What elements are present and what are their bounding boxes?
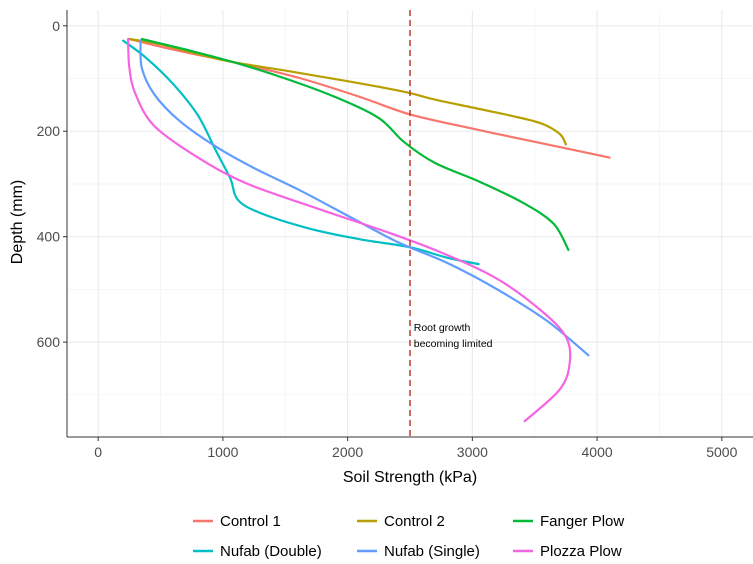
legend-label-4: Nufab (Single) bbox=[384, 543, 480, 560]
x-tick-label: 3000 bbox=[457, 444, 488, 460]
legend-label-3: Nufab (Double) bbox=[220, 543, 322, 560]
legend-label-1: Control 2 bbox=[384, 513, 445, 530]
annotation-text: Root growth becoming limited bbox=[414, 322, 493, 350]
series-line-2 bbox=[140, 37, 570, 251]
x-tick-label: 5000 bbox=[706, 444, 737, 460]
x-tick-label: 4000 bbox=[582, 444, 613, 460]
legend-label-0: Control 1 bbox=[220, 513, 281, 530]
legend-label-5: Plozza Plow bbox=[540, 543, 622, 560]
legend-label-2: Fanger Plow bbox=[540, 513, 624, 530]
y-tick-label: 600 bbox=[37, 334, 61, 350]
x-tick-label: 0 bbox=[94, 444, 102, 460]
y-tick-label: 400 bbox=[37, 229, 61, 245]
y-tick-label: 0 bbox=[52, 18, 60, 34]
y-ticks: 0 200 400 600 bbox=[37, 18, 67, 350]
x-tick-label: 2000 bbox=[332, 444, 363, 460]
axis-lines bbox=[66, 10, 753, 438]
series-lines bbox=[122, 37, 611, 423]
x-tick-label: 1000 bbox=[207, 444, 238, 460]
y-axis-title: Depth (mm) bbox=[9, 180, 26, 264]
x-ticks: 0 1000 2000 3000 4000 5000 bbox=[94, 437, 738, 460]
annotation-line: Root growth bbox=[414, 322, 471, 334]
series-line-4 bbox=[139, 39, 590, 357]
legend: Control 1 Control 2 Fanger Plow Nufab (Doub… bbox=[193, 513, 624, 560]
y-tick-label: 200 bbox=[37, 123, 61, 139]
x-axis-title: Soil Strength (kPa) bbox=[343, 469, 477, 486]
grid-major bbox=[67, 10, 753, 437]
annotation-line: becoming limited bbox=[414, 338, 493, 350]
series-line-1 bbox=[128, 37, 567, 146]
series-line-5 bbox=[127, 37, 572, 423]
